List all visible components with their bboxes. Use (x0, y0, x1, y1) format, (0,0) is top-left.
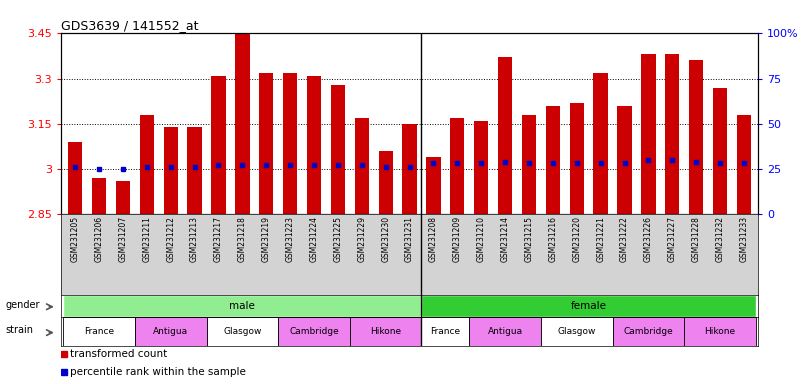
Bar (470, 317, 541, 346)
Text: Cambridge: Cambridge (290, 327, 339, 336)
Text: GSM231220: GSM231220 (573, 216, 581, 262)
Text: strain: strain (6, 325, 34, 335)
Bar (521, 115, 536, 214)
Bar (307, 76, 321, 214)
Text: Antigua: Antigua (487, 327, 522, 336)
Text: GSM231212: GSM231212 (166, 216, 175, 262)
Bar (92, 178, 106, 214)
Bar (498, 58, 513, 214)
Bar (569, 103, 584, 214)
Text: male: male (230, 301, 255, 311)
Text: GDS3639 / 141552_at: GDS3639 / 141552_at (61, 19, 199, 32)
Bar (68, 142, 83, 214)
Bar (450, 118, 465, 214)
Bar (642, 55, 655, 214)
Text: GSM231217: GSM231217 (214, 216, 223, 262)
Text: GSM231211: GSM231211 (142, 216, 152, 262)
Bar (427, 157, 440, 214)
Text: GSM231216: GSM231216 (548, 216, 557, 262)
Text: Antigua: Antigua (153, 327, 188, 336)
Text: GSM231232: GSM231232 (715, 216, 724, 262)
Text: female: female (571, 301, 607, 311)
Text: GSM231207: GSM231207 (118, 216, 127, 262)
Bar (212, 76, 225, 214)
Bar (689, 61, 703, 214)
Text: Glasgow: Glasgow (223, 327, 261, 336)
Bar (736, 115, 751, 214)
Bar (474, 121, 488, 214)
Text: GSM231230: GSM231230 (381, 216, 390, 262)
Bar (354, 118, 369, 214)
Bar (684, 317, 756, 346)
Bar (713, 88, 727, 214)
Text: GSM231233: GSM231233 (740, 216, 749, 262)
Bar (422, 295, 756, 317)
Text: GSM231218: GSM231218 (238, 216, 247, 262)
Text: GSM231228: GSM231228 (692, 216, 701, 262)
Text: Glasgow: Glasgow (558, 327, 596, 336)
Text: GSM231226: GSM231226 (644, 216, 653, 262)
Bar (135, 317, 207, 346)
Text: GSM231209: GSM231209 (453, 216, 461, 262)
Bar (541, 317, 612, 346)
Text: GSM231224: GSM231224 (310, 216, 319, 262)
Text: GSM231213: GSM231213 (190, 216, 199, 262)
Text: GSM231208: GSM231208 (429, 216, 438, 262)
Bar (594, 73, 607, 214)
Bar (612, 317, 684, 346)
Bar (116, 181, 130, 214)
Bar (422, 317, 470, 346)
Bar (139, 115, 154, 214)
Bar (546, 106, 560, 214)
Text: percentile rank within the sample: percentile rank within the sample (71, 366, 247, 377)
Bar (665, 55, 680, 214)
Text: GSM231215: GSM231215 (525, 216, 534, 262)
Text: GSM231222: GSM231222 (620, 216, 629, 262)
Text: France: France (431, 327, 461, 336)
Bar (207, 317, 278, 346)
Text: Cambridge: Cambridge (624, 327, 673, 336)
Bar (63, 295, 422, 317)
Bar (402, 124, 417, 214)
Bar (379, 151, 393, 214)
Text: GSM231229: GSM231229 (358, 216, 367, 262)
Text: GSM231225: GSM231225 (333, 216, 342, 262)
Bar (164, 127, 178, 214)
Text: gender: gender (6, 300, 41, 310)
Text: GSM231210: GSM231210 (477, 216, 486, 262)
Text: GSM231206: GSM231206 (95, 216, 104, 262)
Bar (259, 73, 273, 214)
Text: GSM231231: GSM231231 (405, 216, 414, 262)
Text: Hikone: Hikone (705, 327, 736, 336)
Bar (278, 317, 350, 346)
Bar (63, 317, 135, 346)
Bar (331, 84, 345, 214)
Text: GSM231221: GSM231221 (596, 216, 605, 262)
Bar (617, 106, 632, 214)
Text: GSM231214: GSM231214 (500, 216, 509, 262)
Bar (235, 30, 250, 214)
Text: GSM231219: GSM231219 (262, 216, 271, 262)
Text: GSM231227: GSM231227 (667, 216, 677, 262)
Text: France: France (84, 327, 114, 336)
Text: transformed count: transformed count (71, 349, 168, 359)
Text: GSM231205: GSM231205 (71, 216, 79, 262)
Bar (187, 127, 202, 214)
Bar (350, 317, 422, 346)
Text: GSM231223: GSM231223 (285, 216, 294, 262)
Bar (283, 73, 298, 214)
Text: Hikone: Hikone (370, 327, 401, 336)
